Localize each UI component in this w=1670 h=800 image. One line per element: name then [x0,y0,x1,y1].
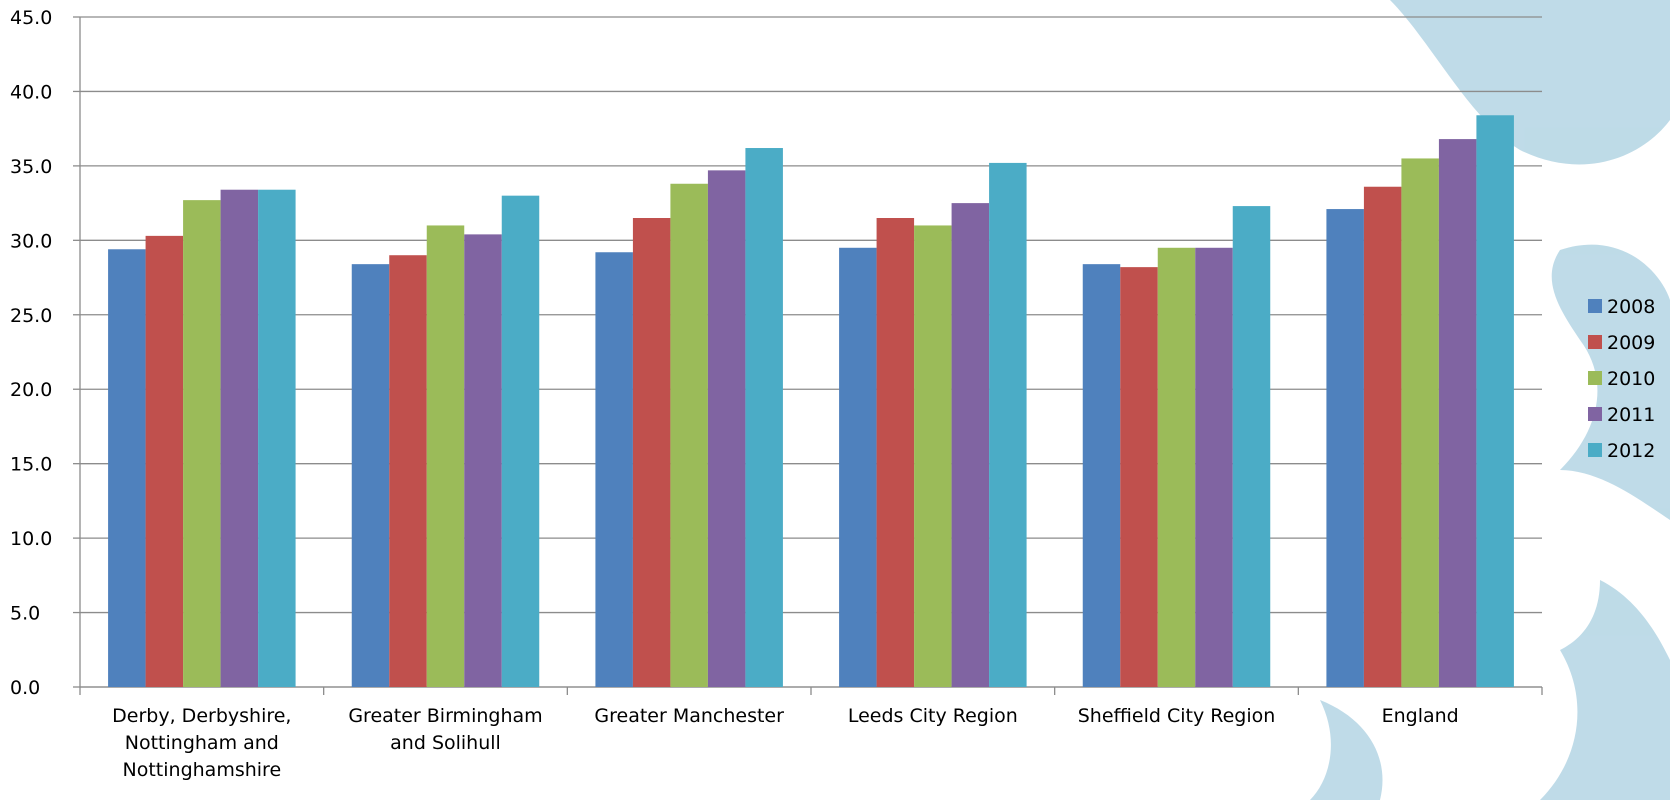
y-tick-label: 40.0 [10,81,52,103]
y-tick-label: 30.0 [10,230,52,252]
x-tick-label-line: Greater Birmingham [348,705,542,727]
bar [352,264,390,687]
y-tick-label: 10.0 [10,528,52,550]
x-tick-label-line: England [1382,705,1459,727]
page: {"chart_data": {"type": "bar", "categori… [0,0,1670,800]
decoration [1540,580,1670,800]
y-tick-label: 15.0 [10,454,52,476]
x-tick-label: Greater Birmingham and Solihull [348,705,542,754]
x-tick-label-line: Derby, Derbyshire, [112,705,291,727]
x-tick-label-line: Sheffield City Region [1078,705,1276,727]
x-tick-label-line: Nottingham and [125,732,279,754]
legend-swatch [1588,335,1602,349]
x-tick-label-line: and Solihull [390,732,501,754]
bar [1439,139,1477,687]
bar [877,218,915,687]
bar [745,148,783,687]
y-tick-label: 0.0 [10,677,40,699]
bar [989,163,1026,687]
y-tick-label: 25.0 [10,305,52,327]
bar [633,218,671,687]
x-tick-label: Sheffield City Region [1078,705,1276,727]
legend-swatch [1588,299,1602,313]
bar [464,234,502,687]
decoration [1310,700,1383,800]
y-tick-label: 35.0 [10,156,52,178]
x-tick-label: England [1382,705,1459,727]
bar [839,248,877,687]
bar [183,200,221,687]
bar [389,255,427,687]
x-tick-label: Greater Manchester [594,705,784,727]
bar [427,225,465,687]
bar [258,190,296,687]
bar [1120,267,1158,687]
x-tick-label: Leeds City Region [848,705,1018,727]
y-tick-label: 45.0 [10,7,52,29]
bar [670,184,708,687]
bar [221,190,258,687]
bar [1083,264,1121,687]
bar [914,225,952,687]
bar [146,236,184,687]
y-tick-label: 5.0 [10,603,40,625]
x-tick-label: Derby, Derbyshire, Nottingham and Nottingh… [112,705,291,781]
decoration [1390,0,1670,164]
legend-swatch [1588,407,1602,421]
x-tick-label-line: Greater Manchester [594,705,784,727]
bar [1233,206,1271,687]
x-tick-label-line: Leeds City Region [848,705,1018,727]
bar [952,203,990,687]
legend-swatch [1588,371,1602,385]
bar [108,249,146,687]
bar [1476,115,1514,687]
bar [595,252,633,687]
legend-swatch [1588,443,1602,457]
bar [1158,248,1196,687]
legend-label: 2008 [1607,296,1655,318]
chart: 0.0 5.0 10.0 15.0 20.0 25.0 30.0 35.0 40.0 45.0 De… [0,0,1670,800]
x-tick-label-line: Nottinghamshire [123,759,282,781]
bar [1195,248,1233,687]
y-tick-label: 20.0 [10,379,52,401]
legend-label: 2009 [1607,332,1655,354]
bar [502,196,540,687]
bar [1326,209,1364,687]
legend-label: 2011 [1607,404,1655,426]
bar [708,170,746,687]
bar [1364,187,1402,687]
legend-label: 2010 [1607,368,1655,390]
bar [1401,158,1439,687]
legend-label: 2012 [1607,440,1655,462]
